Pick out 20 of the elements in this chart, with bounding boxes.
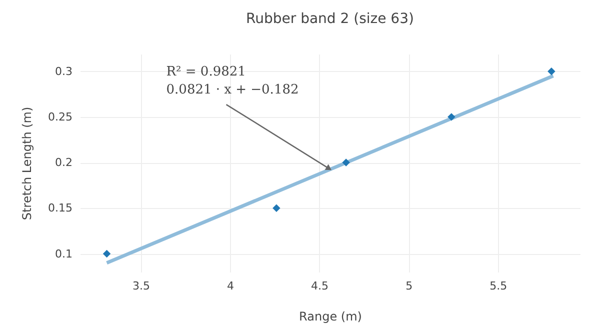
point [272,204,280,212]
point [448,113,456,121]
annotation: 0.0821 · x + −0.182 [166,82,299,98]
point [548,67,556,76]
chart-title: Rubber band 2 (size 63) [246,11,414,27]
x-tick-label: 4.5 [311,280,329,292]
y-tick-label: 0.3 [55,64,72,78]
y-tick-label: 0.25 [48,110,72,124]
point [102,250,111,258]
y-axis-title: Stretch Length (m) [20,106,34,220]
y-tick-label: 0.15 [48,202,72,215]
x-axis-title: Range (m) [299,310,362,324]
annotation: R² = 0.9821 [166,64,246,80]
x-tick-label: 5.5 [490,280,508,292]
x-tick-label: 5 [406,280,413,292]
y-tick-label: 0.2 [55,156,72,170]
y-tick-label: 0.1 [55,247,72,260]
point [342,158,350,166]
x-tick-label: 3.5 [132,280,150,292]
x-tick-label: 4 [227,280,234,292]
